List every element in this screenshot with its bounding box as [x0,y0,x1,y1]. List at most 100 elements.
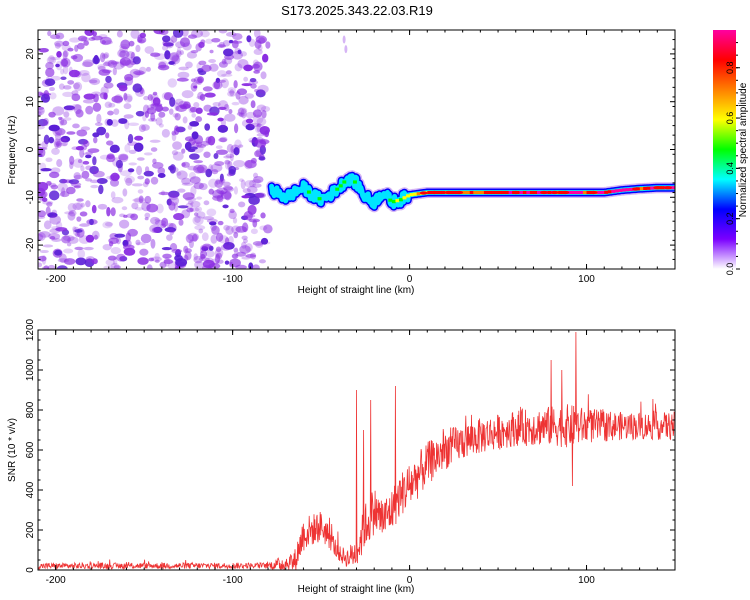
noise-speckle [202,265,212,269]
noise-speckle [231,40,239,49]
ridge-core [597,190,602,195]
noise-speckle [249,122,259,128]
noise-speckle [217,117,224,122]
noise-speckle [223,186,234,192]
noise-speckle [229,89,235,97]
noise-speckle [144,217,149,221]
noise-speckle [187,232,199,242]
noise-speckle [232,33,243,41]
noise-speckle [77,35,88,42]
noise-speckle [193,182,204,190]
ridge-core [437,190,442,195]
noise-speckle [122,188,128,197]
noise-speckle [218,30,228,34]
noise-speckle [84,30,95,36]
noise-speckle [183,245,189,254]
noise-speckle [236,112,243,116]
noise-speckle [113,265,121,269]
noise-speckle [176,46,181,56]
noise-speckle [108,241,114,247]
noise-speckle [189,106,198,113]
noise-speckle [73,174,83,180]
noise-speckle [224,190,232,201]
noise-speckle [122,244,135,251]
noise-speckle [233,159,246,168]
noise-speckle [215,246,222,253]
x-tick-label: 100 [578,575,595,586]
noise-speckle [195,107,203,114]
noise-speckle [124,73,134,82]
noise-speckle [148,118,158,122]
ridge-core [494,190,499,195]
noise-speckle [49,87,55,92]
noise-speckle [168,190,180,198]
noise-speckle [254,39,262,49]
noise-speckle [195,141,202,148]
noise-speckle [248,80,259,85]
x-tick-label: -100 [223,575,243,586]
noise-speckle [179,128,184,132]
noise-speckle [190,82,198,92]
noise-speckle [71,93,81,102]
noise-speckle [61,44,71,51]
noise-speckle [134,197,146,204]
noise-speckle [47,30,52,37]
noise-speckle [161,128,170,138]
noise-speckle [73,185,81,189]
noise-speckle [252,183,262,188]
noise-speckle [191,113,196,118]
ridge-core [505,190,510,195]
noise-speckle [219,173,224,182]
colorbar-tick-label: 0.4 [725,162,735,175]
noise-speckle [59,253,67,263]
noise-speckle [107,59,118,68]
y-tick-label: 0 [25,567,36,573]
noise-speckle [119,219,130,229]
noise-speckle [99,92,108,100]
noise-speckle [67,47,74,52]
noise-speckle [73,172,81,180]
noise-speckle [177,71,190,79]
noise-speckle [137,257,149,265]
noise-speckle [83,93,96,100]
ridge-core [402,196,407,200]
noise-speckle [132,198,144,203]
noise-speckle [85,151,93,155]
noise-speckle [234,123,239,134]
ridge-core [398,198,403,202]
noise-speckle [263,224,273,234]
noise-speckle [229,208,235,214]
noise-speckle [208,63,219,72]
ridge-core [409,193,414,197]
noise-speckle [102,61,111,67]
noise-speckle [196,144,207,148]
noise-speckle [136,165,143,176]
noise-speckle [215,232,224,242]
x-tick-label: -200 [46,274,66,285]
noise-speckle [54,42,61,49]
noise-speckle [188,239,194,249]
colorbar-label: Normalized spectral amplitude [738,82,749,217]
noise-speckle [227,90,237,97]
noise-speckle [85,154,92,159]
noise-speckle [212,102,221,107]
noise-speckle [38,109,44,114]
noise-speckle [124,144,131,153]
noise-speckle [194,206,203,213]
noise-speckle [168,192,179,201]
noise-speckle [174,98,184,105]
ridge-core [529,190,534,195]
noise-speckle [90,184,99,189]
noise-speckle [152,158,157,164]
noise-speckle [75,146,85,151]
noise-speckle [138,195,144,204]
noise-speckle [179,103,191,109]
noise-speckle [163,257,171,267]
noise-speckle [110,178,120,187]
noise-speckle [255,89,266,98]
noise-speckle [213,152,219,160]
noise-speckle [63,105,75,111]
noise-speckle [225,225,234,235]
noise-speckle [260,106,271,113]
noise-speckle [248,262,254,269]
